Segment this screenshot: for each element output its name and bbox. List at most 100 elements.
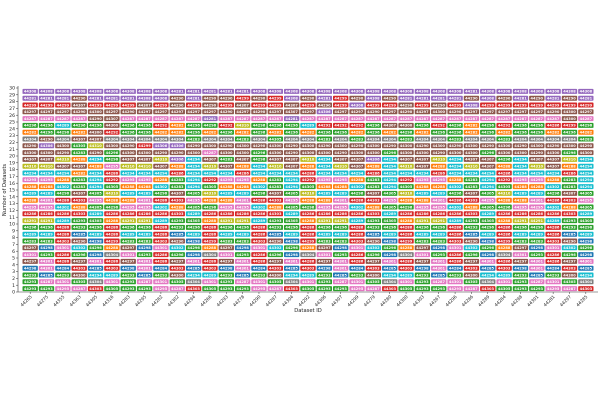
cell-label: 44310 bbox=[563, 158, 576, 162]
cell-label: 44304 bbox=[416, 137, 429, 141]
cell-label: 44304 bbox=[106, 253, 119, 257]
cell-label: 44305 bbox=[498, 287, 511, 291]
cell-label: 44297 bbox=[302, 110, 315, 114]
heatmap-cell bbox=[38, 136, 55, 142]
heatmap-cell bbox=[104, 197, 120, 203]
cell-label: 44302 bbox=[351, 205, 364, 209]
heatmap-cell bbox=[333, 116, 349, 122]
heatmap-cell bbox=[251, 156, 267, 162]
cell-label: 44293 bbox=[122, 280, 135, 284]
cell-label: 44296 bbox=[269, 124, 282, 128]
heatmap-cell bbox=[480, 122, 496, 128]
cell-label: 44303 bbox=[89, 287, 102, 291]
cell-label: 44299 bbox=[253, 103, 266, 107]
cell-label: 44290 bbox=[187, 144, 200, 148]
cell-label: 44295 bbox=[187, 199, 200, 203]
heatmap-cell bbox=[431, 184, 447, 190]
cell-label: 44294 bbox=[89, 178, 102, 182]
heatmap-cell bbox=[447, 190, 463, 196]
heatmap-cell bbox=[496, 170, 512, 176]
cell-label: 44287 bbox=[57, 117, 70, 121]
y-tick-label: 23 bbox=[9, 133, 15, 139]
cell-label: 44286 bbox=[400, 226, 413, 230]
cell-label: 44286 bbox=[155, 199, 168, 203]
cell-label: 44290 bbox=[204, 103, 217, 107]
cell-label: 44290 bbox=[400, 103, 413, 107]
cell-label: 44295 bbox=[253, 287, 266, 291]
cell-label: 44296 bbox=[138, 226, 151, 230]
cell-label: 44283 bbox=[514, 239, 527, 243]
heatmap-cell bbox=[561, 156, 578, 162]
cell-label: 44299 bbox=[498, 239, 511, 243]
cell-label: 44308 bbox=[73, 90, 86, 94]
cell-label: 44297 bbox=[171, 260, 184, 264]
cell-label: 44286 bbox=[400, 233, 413, 237]
heatmap-cell bbox=[431, 122, 447, 128]
cell-label: 44281 bbox=[171, 90, 184, 94]
cell-label: 44297 bbox=[514, 260, 527, 264]
heatmap-cell bbox=[283, 190, 300, 196]
heatmap-cell bbox=[38, 184, 55, 190]
cell-label: 44286 bbox=[449, 260, 462, 264]
cell-label: 44305 bbox=[302, 287, 315, 291]
cell-label: 44282 bbox=[383, 131, 396, 135]
heatmap-cell bbox=[185, 95, 202, 101]
cell-label: 44290 bbox=[351, 97, 364, 101]
cell-label: 44283 bbox=[187, 137, 200, 141]
cell-label: 44307 bbox=[367, 192, 380, 196]
cell-label: 44290 bbox=[482, 144, 495, 148]
cell-label: 44296 bbox=[432, 131, 445, 135]
heatmap-cell bbox=[512, 177, 529, 183]
cell-label: 44308 bbox=[122, 90, 135, 94]
heatmap-cell bbox=[316, 150, 333, 156]
x-tick-label: 44284 bbox=[493, 294, 507, 308]
cell-label: 44303 bbox=[204, 267, 217, 271]
heatmap-cell bbox=[529, 156, 545, 162]
cell-label: 44283 bbox=[318, 137, 331, 141]
cell-label: 44290 bbox=[57, 151, 70, 155]
cell-label: 44281 bbox=[465, 90, 478, 94]
cell-label: 44286 bbox=[24, 212, 37, 216]
cell-label: 44293 bbox=[73, 226, 86, 230]
heatmap-cell bbox=[234, 109, 251, 115]
cell-label: 44296 bbox=[400, 205, 413, 209]
cell-label: 44295 bbox=[236, 178, 249, 182]
heatmap-cell bbox=[218, 190, 234, 196]
heatmap-cell bbox=[283, 129, 300, 135]
cell-label: 44293 bbox=[122, 273, 135, 277]
heatmap-cell bbox=[55, 190, 71, 196]
x-tick-label: 44279 bbox=[363, 294, 377, 308]
cell-label: 44286 bbox=[40, 212, 53, 216]
cell-label: 44283 bbox=[171, 185, 184, 189]
cell-label: 44306 bbox=[318, 110, 331, 114]
cell-label: 44285 bbox=[40, 273, 53, 277]
heatmap-cell bbox=[202, 156, 218, 162]
cell-label: 44293 bbox=[171, 219, 184, 223]
heatmap-cell bbox=[218, 136, 234, 142]
cell-label: 44307 bbox=[351, 158, 364, 162]
cell-label: 44290 bbox=[285, 151, 298, 155]
cell-label: 44297 bbox=[416, 110, 429, 114]
cell-label: 44308 bbox=[285, 90, 298, 94]
cell-label: 44304 bbox=[220, 137, 233, 141]
cell-label: 44282 bbox=[498, 131, 511, 135]
cell-label: 44285 bbox=[171, 233, 184, 237]
heatmap-cell bbox=[185, 109, 202, 115]
cell-label: 44282 bbox=[416, 131, 429, 135]
heatmap-cell bbox=[202, 136, 218, 142]
heatmap-cell bbox=[153, 177, 169, 183]
cell-label: 44304 bbox=[155, 137, 168, 141]
heatmap-cell bbox=[234, 197, 251, 203]
heatmap-cell bbox=[22, 88, 38, 94]
heatmap-cell bbox=[480, 184, 496, 190]
heatmap-cell bbox=[87, 170, 104, 176]
cell-label: 44290 bbox=[318, 144, 331, 148]
x-tick-label: 44306 bbox=[314, 294, 328, 308]
heatmap-cell bbox=[218, 156, 234, 162]
cell-label: 44296 bbox=[334, 226, 347, 230]
cell-label: 44307 bbox=[416, 165, 429, 169]
cell-label: 44296 bbox=[580, 246, 593, 250]
cell-label: 44296 bbox=[465, 253, 478, 257]
heatmap-cell bbox=[529, 143, 545, 149]
cell-label: 44289 bbox=[482, 212, 495, 216]
